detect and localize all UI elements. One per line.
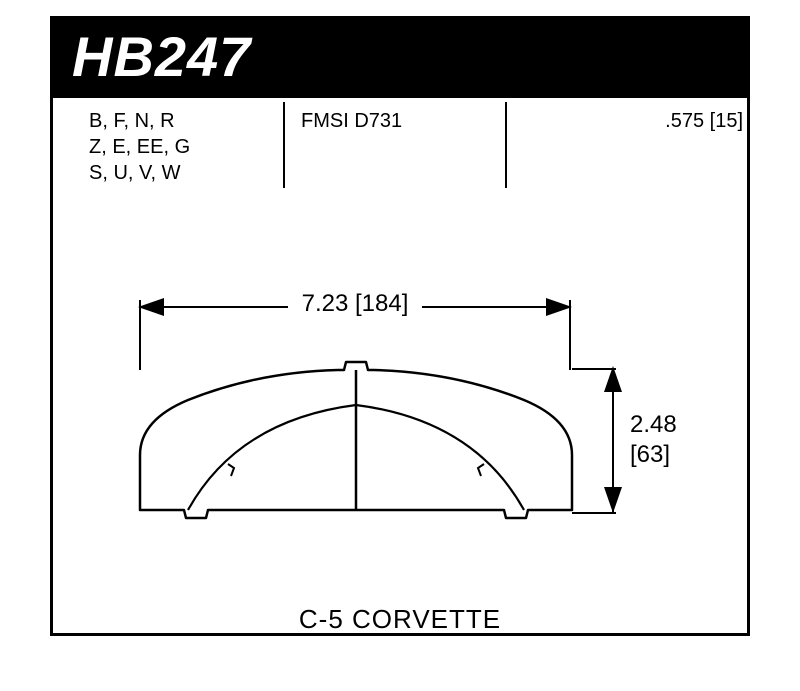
arrow-down-icon — [604, 487, 622, 513]
compounds-line: S, U, V, W — [89, 160, 269, 186]
caption-text: C-5 CORVETTE — [299, 604, 501, 634]
compounds-list: B, F, N, R Z, E, EE, G S, U, V, W — [89, 108, 269, 186]
spec-row: B, F, N, R Z, E, EE, G S, U, V, W FMSI D… — [53, 98, 747, 193]
brake-pad-outline — [128, 360, 584, 530]
thickness-spec: .575 [15] — [613, 108, 743, 134]
application-caption: C-5 CORVETTE — [0, 604, 800, 635]
compounds-line: B, F, N, R — [89, 108, 269, 134]
width-dimension: 7.23 [184] — [140, 276, 570, 326]
fmsi-value: FMSI D731 — [301, 110, 402, 132]
column-divider — [505, 102, 507, 188]
height-dimension: 2.48 [63] — [602, 368, 732, 518]
fmsi-spec: FMSI D731 — [301, 108, 481, 134]
arrow-up-icon — [604, 366, 622, 392]
height-label: 2.48 [63] — [630, 410, 677, 470]
inner-arc-right — [356, 405, 524, 510]
column-divider — [283, 102, 285, 188]
notch-right — [478, 464, 484, 476]
height-inches: 2.48 — [630, 410, 677, 440]
part-number: HB247 — [72, 25, 251, 88]
thickness-value: .575 [15] — [665, 110, 743, 132]
compounds-line: Z, E, EE, G — [89, 134, 269, 160]
height-mm: [63] — [630, 440, 677, 470]
width-value: 7.23 [184] — [288, 288, 423, 319]
spec-sheet: HB247 B, F, N, R Z, E, EE, G S, U, V, W … — [0, 0, 800, 691]
notch-left — [228, 464, 234, 476]
part-number-header: HB247 — [50, 16, 750, 98]
inner-arc-left — [188, 405, 356, 510]
width-label: 7.23 [184] — [140, 290, 570, 318]
